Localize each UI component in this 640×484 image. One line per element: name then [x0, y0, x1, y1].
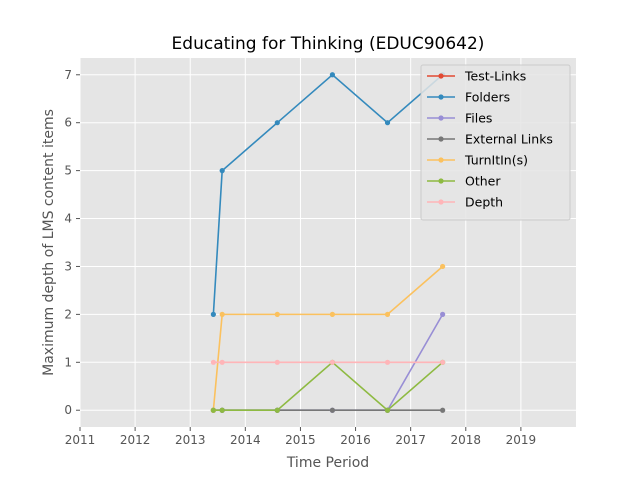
legend-label-external-links: External Links	[465, 132, 553, 147]
data-point-external-links	[329, 407, 336, 413]
data-point-turnitin-s	[440, 263, 446, 270]
legend-label-test-links: Test-Links	[464, 69, 526, 84]
y-tick-label: 0	[64, 403, 72, 417]
y-tick-label: 2	[64, 307, 72, 321]
x-tick-label: 2019	[506, 433, 537, 447]
y-tick-label: 6	[64, 116, 72, 130]
legend-marker-other	[438, 178, 444, 184]
data-point-other	[384, 407, 391, 413]
legend-label-folders: Folders	[465, 90, 510, 105]
series-line-folders	[212, 73, 444, 315]
x-axis-ticks: 2011 2012 2013 2014 2015 2016 2017 2018 2019	[65, 427, 536, 447]
y-axis-ticks: 0 1 2 3 4 5 6 7	[64, 68, 80, 417]
data-point-depth	[440, 359, 446, 365]
data-point-depth	[384, 359, 391, 365]
data-point-turnitin-s	[329, 311, 336, 317]
legend: Test-Links Folders Files External Links Turn…	[420, 64, 571, 221]
data-point-depth	[274, 359, 280, 365]
x-tick-label: 2013	[175, 433, 206, 447]
data-point-other	[274, 407, 280, 413]
series-points	[210, 72, 446, 413]
data-point-turnitin-s	[274, 311, 280, 317]
legend-marker-files	[438, 115, 444, 121]
data-point-folders	[329, 72, 336, 78]
data-point-turnitin-s	[384, 311, 391, 317]
data-point-depth	[219, 359, 225, 365]
data-point-external-links	[440, 407, 446, 413]
data-point-folders	[210, 311, 216, 317]
legend-label-files: Files	[465, 111, 492, 126]
x-tick-label: 2017	[395, 433, 426, 447]
chart-title: Educating for Thinking (EDUC90642)	[172, 34, 485, 54]
legend-marker-test-links	[438, 73, 444, 79]
x-tick-label: 2014	[230, 433, 261, 447]
data-point-depth	[329, 359, 336, 365]
legend-label-depth: Depth	[465, 195, 503, 210]
data-point-folders	[384, 120, 391, 126]
y-axis-label: Maximum depth of LMS content items	[41, 109, 57, 376]
x-tick-label: 2012	[120, 433, 151, 447]
y-tick-label: 3	[64, 259, 72, 273]
x-tick-label: 2016	[340, 433, 371, 447]
legend-label-turnitin-s: TurnItIn(s)	[464, 153, 528, 168]
data-point-other	[219, 407, 225, 413]
data-point-turnitin-s	[219, 311, 225, 317]
legend-label-other: Other	[465, 174, 501, 189]
legend-marker-folders	[438, 94, 444, 100]
y-tick-label: 1	[64, 355, 72, 369]
x-tick-label: 2011	[65, 433, 96, 447]
data-point-folders	[219, 168, 225, 174]
legend-marker-external-links	[438, 136, 444, 142]
series-line-turnitin-s	[212, 265, 444, 411]
x-tick-label: 2015	[285, 433, 316, 447]
legend-marker-depth	[438, 199, 444, 205]
legend-box	[420, 64, 571, 221]
y-tick-label: 5	[64, 164, 72, 178]
data-point-folders	[274, 120, 280, 126]
legend-marker-turnitin-s	[438, 157, 444, 163]
y-tick-label: 4	[64, 212, 72, 226]
data-point-files	[440, 311, 446, 317]
y-tick-label: 7	[64, 68, 72, 82]
x-tick-label: 2018	[451, 433, 482, 447]
data-point-other	[210, 407, 216, 413]
x-axis-label: Time Period	[286, 455, 369, 471]
data-point-depth	[210, 359, 216, 365]
